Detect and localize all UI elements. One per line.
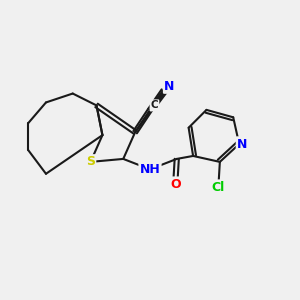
Text: C: C <box>151 100 158 110</box>
Text: N: N <box>237 138 247 151</box>
Text: O: O <box>170 178 181 191</box>
Text: S: S <box>86 155 95 168</box>
Text: Cl: Cl <box>212 181 225 194</box>
Text: NH: NH <box>140 163 160 176</box>
Text: N: N <box>164 80 175 93</box>
